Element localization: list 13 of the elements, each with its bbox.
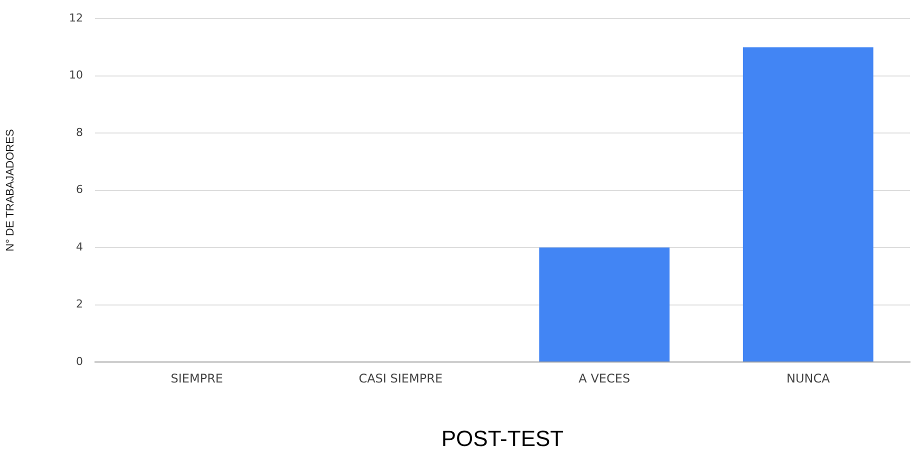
y-tick-label: 10: [69, 68, 83, 82]
x-tick-label: CASI SIEMPRE: [358, 371, 443, 386]
y-tick-label: 4: [76, 240, 83, 254]
x-axis-title: POST-TEST: [441, 426, 564, 451]
x-tick-label: SIEMPRE: [170, 371, 223, 386]
x-tick-label: A VECES: [578, 371, 630, 386]
y-tick-label: 12: [69, 11, 83, 24]
y-tick-label: 2: [76, 298, 83, 311]
y-tick-label: 6: [76, 183, 83, 196]
x-tick-label: NUNCA: [786, 371, 831, 386]
y-tick-label: 8: [76, 126, 83, 139]
y-tick-label: 0: [76, 354, 83, 368]
y-axis-title: N° DE TRABAJADORES: [4, 129, 17, 252]
